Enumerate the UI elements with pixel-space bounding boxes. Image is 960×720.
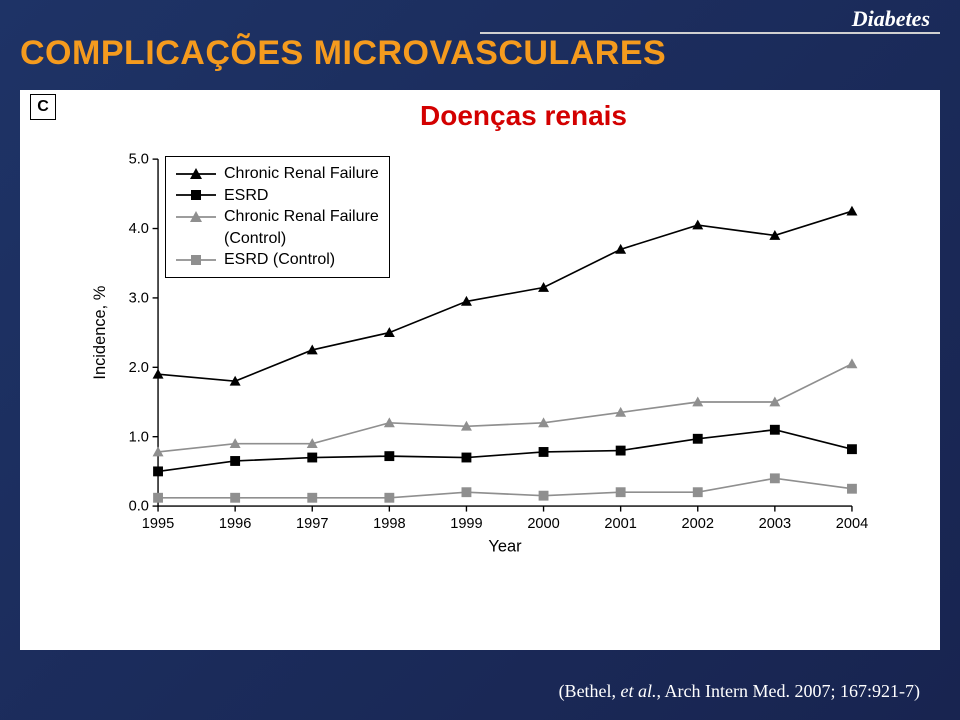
svg-text:1997: 1997 (296, 516, 328, 532)
svg-text:5.0: 5.0 (129, 152, 149, 168)
svg-text:1998: 1998 (373, 516, 405, 532)
svg-text:1996: 1996 (219, 516, 251, 532)
legend-label: ESRD (Control) (224, 249, 335, 271)
svg-text:1.0: 1.0 (129, 429, 149, 445)
legend-swatch (174, 209, 218, 225)
chart-panel: C Doenças renais 0.0 1.0 2.0 3.0 4.0 5.0 1995 1… (20, 90, 940, 650)
svg-text:2003: 2003 (759, 516, 791, 532)
svg-text:2.0: 2.0 (129, 360, 149, 376)
svg-text:2000: 2000 (527, 516, 559, 532)
citation-prefix: (Bethel, (559, 681, 621, 701)
legend-item: ESRD (Control) (174, 249, 379, 271)
chart-subtitle: Doenças renais (420, 100, 627, 132)
legend-label: ESRD (224, 185, 268, 207)
legend-label: Chronic Renal Failure (224, 206, 379, 228)
citation: (Bethel, et al., Arch Intern Med. 2007; … (559, 681, 920, 702)
header-label: Diabetes (852, 6, 930, 32)
svg-text:1995: 1995 (142, 516, 174, 532)
svg-text:3.0: 3.0 (129, 290, 149, 306)
svg-text:0.0: 0.0 (129, 499, 149, 515)
legend: Chronic Renal FailureESRDChronic Renal F… (165, 156, 390, 278)
legend-swatch (174, 166, 218, 182)
svg-text:1999: 1999 (450, 516, 482, 532)
panel-letter: C (30, 94, 56, 120)
legend-item: Chronic Renal Failure (174, 206, 379, 228)
page-title: COMPLICAÇÕES MICROVASCULARES (20, 34, 666, 73)
svg-text:2002: 2002 (682, 516, 714, 532)
citation-italic: et al. (621, 681, 657, 701)
legend-label: Chronic Renal Failure (224, 163, 379, 185)
legend-swatch (174, 252, 218, 268)
legend-item: ESRD (174, 185, 379, 207)
svg-text:2001: 2001 (604, 516, 636, 532)
citation-suffix: , Arch Intern Med. 2007; 167:921-7) (657, 681, 920, 701)
svg-text:2004: 2004 (836, 516, 868, 532)
legend-label: (Control) (224, 228, 286, 250)
legend-item: (Control) (174, 228, 379, 250)
legend-item: Chronic Renal Failure (174, 163, 379, 185)
svg-text:Incidence, %: Incidence, % (91, 285, 109, 379)
svg-text:4.0: 4.0 (129, 221, 149, 237)
svg-text:Year: Year (488, 538, 522, 556)
legend-swatch (174, 187, 218, 203)
